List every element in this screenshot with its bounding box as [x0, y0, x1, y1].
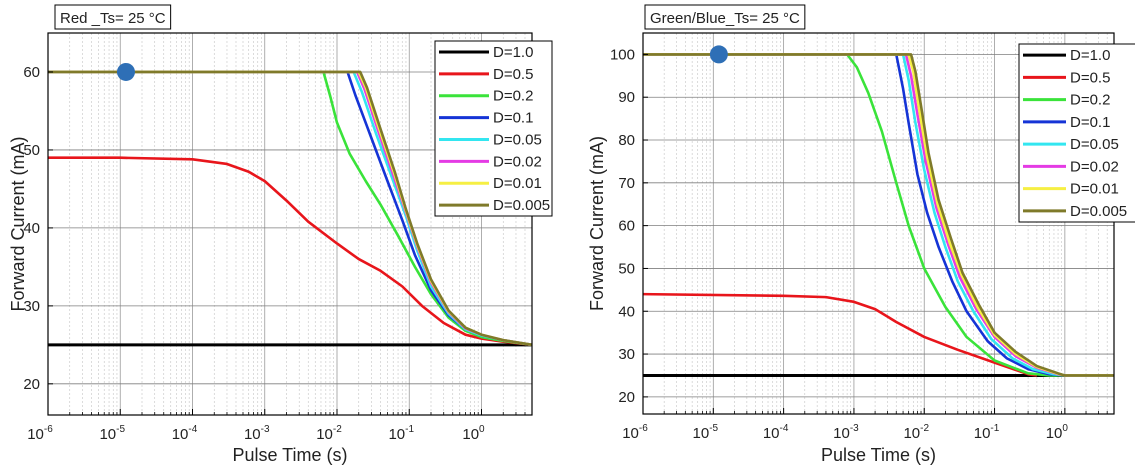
x-tick-label: 10-6: [622, 423, 648, 442]
x-tick-label: 10-5: [693, 423, 719, 442]
legend-label: D=1.0: [493, 44, 533, 61]
y-tick-label: 80: [618, 132, 635, 149]
legend-label: D=0.02: [493, 153, 542, 170]
x-tick-label: 100: [462, 424, 485, 443]
plot-frame: [642, 32, 1115, 415]
legend: D=1.0 D=0.5 D=0.2 D=0.1 D=0.05 D=0.02 D=0.01 D=…: [1018, 43, 1135, 223]
y-tick-label: 20: [23, 376, 40, 393]
y-axis-label: Forward Current (mA): [587, 136, 607, 311]
legend-label: D=0.05: [1070, 136, 1119, 153]
chart-title: Green/Blue_Ts= 25 °C: [650, 10, 800, 27]
x-tick-label: 10-6: [27, 424, 53, 443]
x-tick-label: 10-4: [172, 424, 198, 443]
legend-label: D=0.1: [1070, 114, 1110, 131]
y-tick-label: 90: [618, 89, 635, 106]
y-tick-label: 40: [23, 220, 40, 237]
x-tick-label: 10-3: [244, 424, 270, 443]
series-line-D=0.2: [48, 70, 533, 347]
legend-box: [1018, 43, 1135, 223]
legend-label: D=0.01: [1070, 181, 1119, 198]
chart-panel-1: 10-6 10-5 10-4 10-3 10-2 10-1 100 20 30 40 50 60 Pul…: [8, 4, 553, 465]
chart-title: Red _Ts= 25 °C: [60, 10, 166, 27]
x-tick-label: 10-2: [903, 423, 929, 442]
x-tick-label: 10-1: [388, 424, 414, 443]
x-tick-label: 10-1: [974, 423, 1000, 442]
y-tick-label: 60: [23, 64, 40, 81]
y-tick-label: 70: [618, 175, 635, 192]
y-tick-label: 100: [610, 46, 635, 63]
x-tick-label: 100: [1046, 423, 1069, 442]
y-tick-label: 40: [618, 303, 635, 320]
legend-label: D=0.005: [493, 197, 550, 214]
x-tick-label: 10-2: [316, 424, 342, 443]
y-tick-label: 60: [618, 218, 635, 235]
legend-label: D=0.02: [1070, 158, 1119, 175]
legend-label: D=0.1: [493, 110, 533, 127]
plot-frame: [47, 32, 533, 416]
legend-label: D=0.2: [493, 88, 533, 105]
series-line-D=0.2: [643, 53, 1114, 377]
x-axis-label: Pulse Time (s): [821, 445, 936, 465]
series-line-D=0.005: [643, 53, 1114, 377]
series-line-D=0.5: [48, 156, 533, 347]
y-tick-label: 50: [23, 142, 40, 159]
marker-dot: [116, 62, 135, 81]
y-tick-label: 20: [618, 389, 635, 406]
chart-title-box: [644, 4, 806, 30]
y-axis-label: Forward Current (mA): [8, 136, 28, 311]
series-line-D=0.5: [642, 292, 1038, 377]
chart-title-box: [54, 4, 172, 30]
series-line-D=0.005: [48, 70, 533, 347]
x-tick-label: 10-3: [833, 423, 859, 442]
legend-label: D=1.0: [1070, 47, 1110, 64]
legend-label: D=0.05: [493, 131, 542, 148]
x-tick-label: 10-5: [99, 424, 125, 443]
series-line-D=0.05: [643, 53, 1114, 377]
legend-label: D=0.5: [493, 66, 533, 83]
y-tick-label: 30: [618, 346, 635, 363]
legend-label: D=0.2: [1070, 92, 1110, 109]
legend-label: D=0.01: [493, 175, 542, 192]
x-axis-label: Pulse Time (s): [232, 445, 347, 465]
marker-dot: [709, 45, 728, 64]
legend: D=1.0 D=0.5 D=0.2 D=0.1 D=0.05 D=0.02 D=0.01 D=…: [434, 40, 553, 217]
y-tick-label: 30: [23, 298, 40, 315]
x-tick-label: 10-4: [763, 423, 789, 442]
legend-label: D=0.005: [1070, 203, 1127, 220]
legend-box: [434, 40, 553, 217]
legend-label: D=0.5: [1070, 69, 1110, 86]
y-tick-label: 50: [618, 260, 635, 277]
chart-panel-2: 10-6 10-5 10-4 10-3 10-2 10-1 100 20 30 40 50 60 70 8…: [587, 4, 1135, 465]
